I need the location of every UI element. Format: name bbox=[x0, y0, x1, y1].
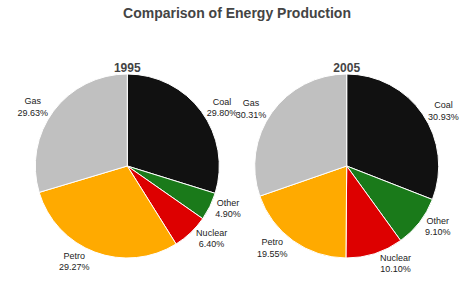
svg-text:2005: 2005 bbox=[333, 61, 360, 75]
svg-text:Nuclear6.40%: Nuclear6.40% bbox=[196, 228, 227, 250]
svg-text:Coal29.80%: Coal29.80% bbox=[207, 97, 238, 119]
svg-text:Gas30.31%: Gas30.31% bbox=[236, 98, 267, 120]
svg-text:Other9.10%: Other9.10% bbox=[425, 216, 451, 238]
svg-text:Gas29.63%: Gas29.63% bbox=[18, 96, 49, 118]
svg-text:Other4.90%: Other4.90% bbox=[215, 198, 241, 220]
svg-text:Nuclear10.10%: Nuclear10.10% bbox=[380, 253, 411, 275]
svg-text:Petro19.55%: Petro19.55% bbox=[257, 237, 288, 259]
svg-text:Coal30.93%: Coal30.93% bbox=[428, 100, 459, 122]
svg-text:1995: 1995 bbox=[114, 61, 141, 75]
svg-text:Comparison of Energy Productio: Comparison of Energy Production bbox=[123, 5, 351, 21]
svg-text:Petro29.27%: Petro29.27% bbox=[59, 251, 90, 273]
